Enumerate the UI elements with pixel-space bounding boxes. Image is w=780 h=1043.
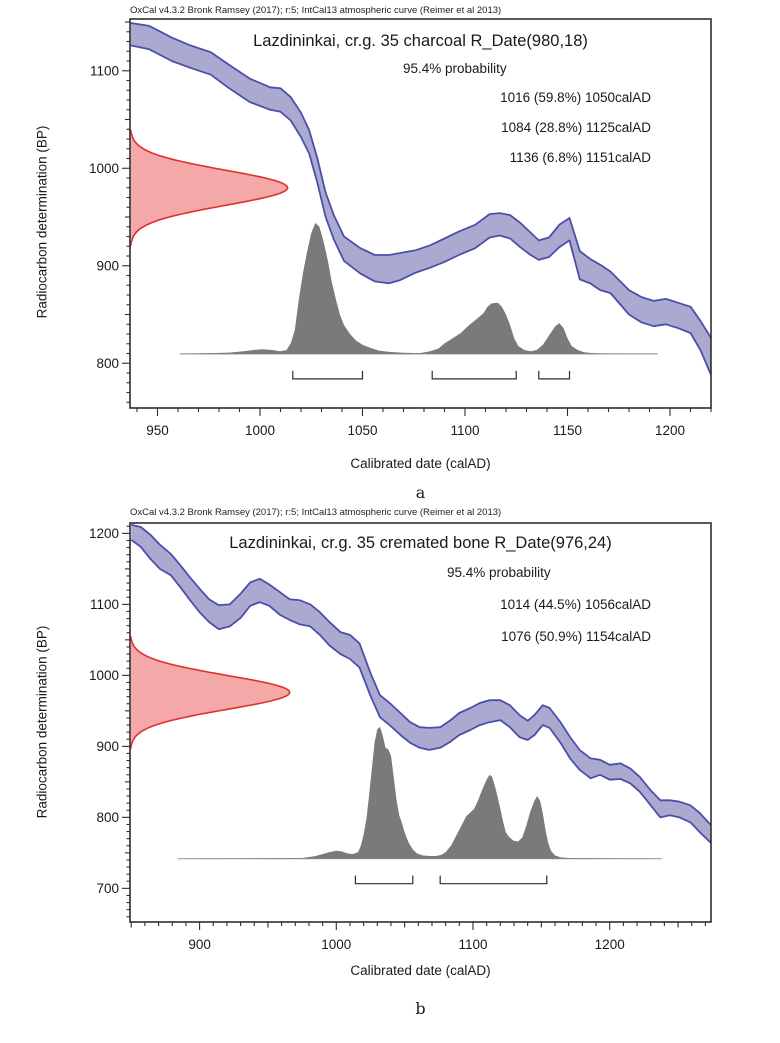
x-tick-label: 1100 <box>450 423 479 438</box>
posterior-distribution-a <box>180 222 658 354</box>
range-bracket-a-2 <box>431 370 517 380</box>
y-axis-title-a: Radiocarbon determination (BP) <box>34 125 50 319</box>
x-axis-title-b: Calibrated date (calAD) <box>350 963 491 978</box>
y-tick-label: 700 <box>96 881 119 896</box>
calibration-curve-band-a <box>130 23 712 375</box>
range-line-a-1: 1016 (59.8%) 1050calAD <box>500 90 651 105</box>
panel-letter-a: a <box>415 483 426 502</box>
range-bracket-b-2 <box>439 875 548 885</box>
x-tick-label: 1000 <box>245 423 275 438</box>
probability-heading-a: 95.4% probability <box>403 61 507 76</box>
range-bracket-a-3 <box>538 370 571 380</box>
x-tick-label: 950 <box>146 423 169 438</box>
y-tick-label: 1100 <box>90 63 119 78</box>
calibration-curve-band-b <box>131 524 711 843</box>
y-tick-label: 1000 <box>89 668 119 683</box>
range-line-a-2: 1084 (28.8%) 1125calAD <box>501 120 651 135</box>
x-tick-label: 1150 <box>553 423 582 438</box>
y-tick-label: 1000 <box>89 161 119 176</box>
plot-title-a: Lazdininkai, cr.g. 35 charcoal R_Date(98… <box>253 32 588 50</box>
y-tick-label: 1200 <box>89 526 119 541</box>
range-line-b-1: 1014 (44.5%) 1056calAD <box>500 597 651 612</box>
plot-frame-b <box>129 522 712 923</box>
plot-frame-a <box>129 18 712 409</box>
calibration-curve-upper-edge-b <box>130 523 712 826</box>
x-axis-title-a: Calibrated date (calAD) <box>350 456 491 471</box>
range-line-a-3: 1136 (6.8%) 1151calAD <box>509 150 651 165</box>
y-tick-label: 800 <box>96 356 119 371</box>
x-tick-label: 1050 <box>347 423 377 438</box>
y-axis-title-b: Radiocarbon determination (BP) <box>34 625 50 819</box>
plot-title-b: Lazdininkai, cr.g. 35 cremated bone R_Da… <box>229 534 612 552</box>
r-date-distribution-outline-a <box>129 129 289 246</box>
y-tick-label: 800 <box>96 810 119 825</box>
y-tick-label: 900 <box>96 739 119 754</box>
calibration-curve-lower-edge-b <box>130 539 712 844</box>
range-bracket-a-1 <box>292 370 364 380</box>
y-tick-label: 900 <box>96 258 119 273</box>
r-date-distribution-outline-b <box>129 636 291 749</box>
x-tick-label: 1100 <box>458 937 487 952</box>
r-date-distribution-fill-a <box>130 129 288 246</box>
r-date-distribution-fill-b <box>130 636 290 749</box>
range-bracket-b-1 <box>354 875 414 885</box>
range-line-b-2: 1076 (50.9%) 1154calAD <box>501 629 651 644</box>
x-tick-label: 1200 <box>655 423 685 438</box>
x-tick-label: 1000 <box>321 937 351 952</box>
posterior-distribution-b <box>177 726 662 859</box>
y-tick-label: 1100 <box>90 597 119 612</box>
calibration-curve-upper-edge-a <box>130 22 712 339</box>
oxcal-version-header-b: OxCal v4.3.2 Bronk Ramsey (2017); r:5; I… <box>130 507 502 518</box>
oxcal-version-header-a: OxCal v4.3.2 Bronk Ramsey (2017); r:5; I… <box>130 5 502 16</box>
x-tick-label: 1200 <box>595 937 625 952</box>
panel-letter-b: b <box>415 999 426 1018</box>
x-tick-label: 900 <box>188 937 211 952</box>
calibration-curve-lower-edge-a <box>130 44 712 376</box>
probability-heading-b: 95.4% probability <box>447 565 551 580</box>
